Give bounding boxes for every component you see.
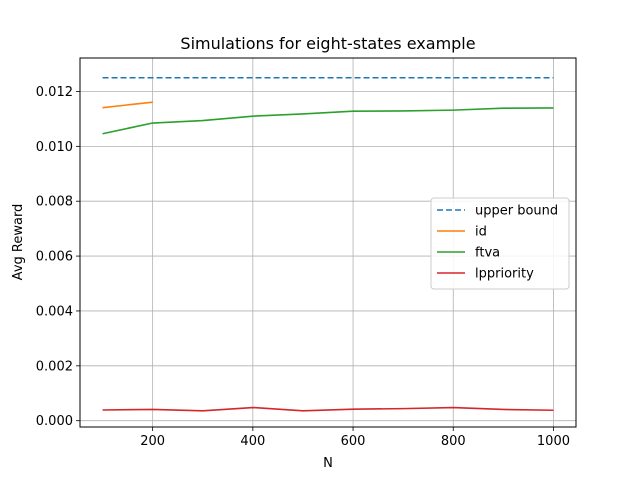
x-tick-label: 1000 bbox=[537, 434, 570, 449]
series-line-ftva bbox=[102, 107, 554, 135]
chart-title: Simulations for eight-states example bbox=[180, 34, 475, 53]
legend-label: ftva bbox=[475, 246, 500, 261]
legend-label: id bbox=[475, 225, 487, 240]
x-tick-label: 800 bbox=[441, 434, 466, 449]
x-tick-label: 200 bbox=[140, 434, 165, 449]
plot-frame bbox=[79, 57, 577, 428]
y-tick-label: 0.002 bbox=[36, 359, 73, 374]
series-lines bbox=[102, 76, 554, 412]
series-line-id bbox=[102, 101, 153, 109]
y-tick-label: 0.000 bbox=[36, 414, 73, 429]
legend: upper bound id ftva lppriority bbox=[430, 197, 570, 290]
x-tick-label: 400 bbox=[240, 434, 265, 449]
y-tick-label: 0.010 bbox=[36, 140, 73, 155]
x-axis: 200 400 600 800 1000 bbox=[140, 427, 570, 449]
legend-label: upper bound bbox=[475, 204, 558, 219]
y-axis-label: Avg Reward bbox=[11, 204, 26, 281]
y-axis: 0.000 0.002 0.004 0.006 0.008 0.010 0.012 bbox=[36, 85, 80, 429]
y-tick-label: 0.004 bbox=[36, 304, 73, 319]
x-tick-label: 600 bbox=[341, 434, 366, 449]
legend-label: lppriority bbox=[475, 267, 534, 282]
series-line-lppriority bbox=[102, 406, 554, 412]
y-tick-label: 0.012 bbox=[36, 85, 73, 100]
y-tick-label: 0.006 bbox=[36, 250, 73, 265]
x-axis-label: N bbox=[323, 456, 333, 471]
legend-box bbox=[430, 197, 570, 290]
y-tick-label: 0.008 bbox=[36, 195, 73, 210]
